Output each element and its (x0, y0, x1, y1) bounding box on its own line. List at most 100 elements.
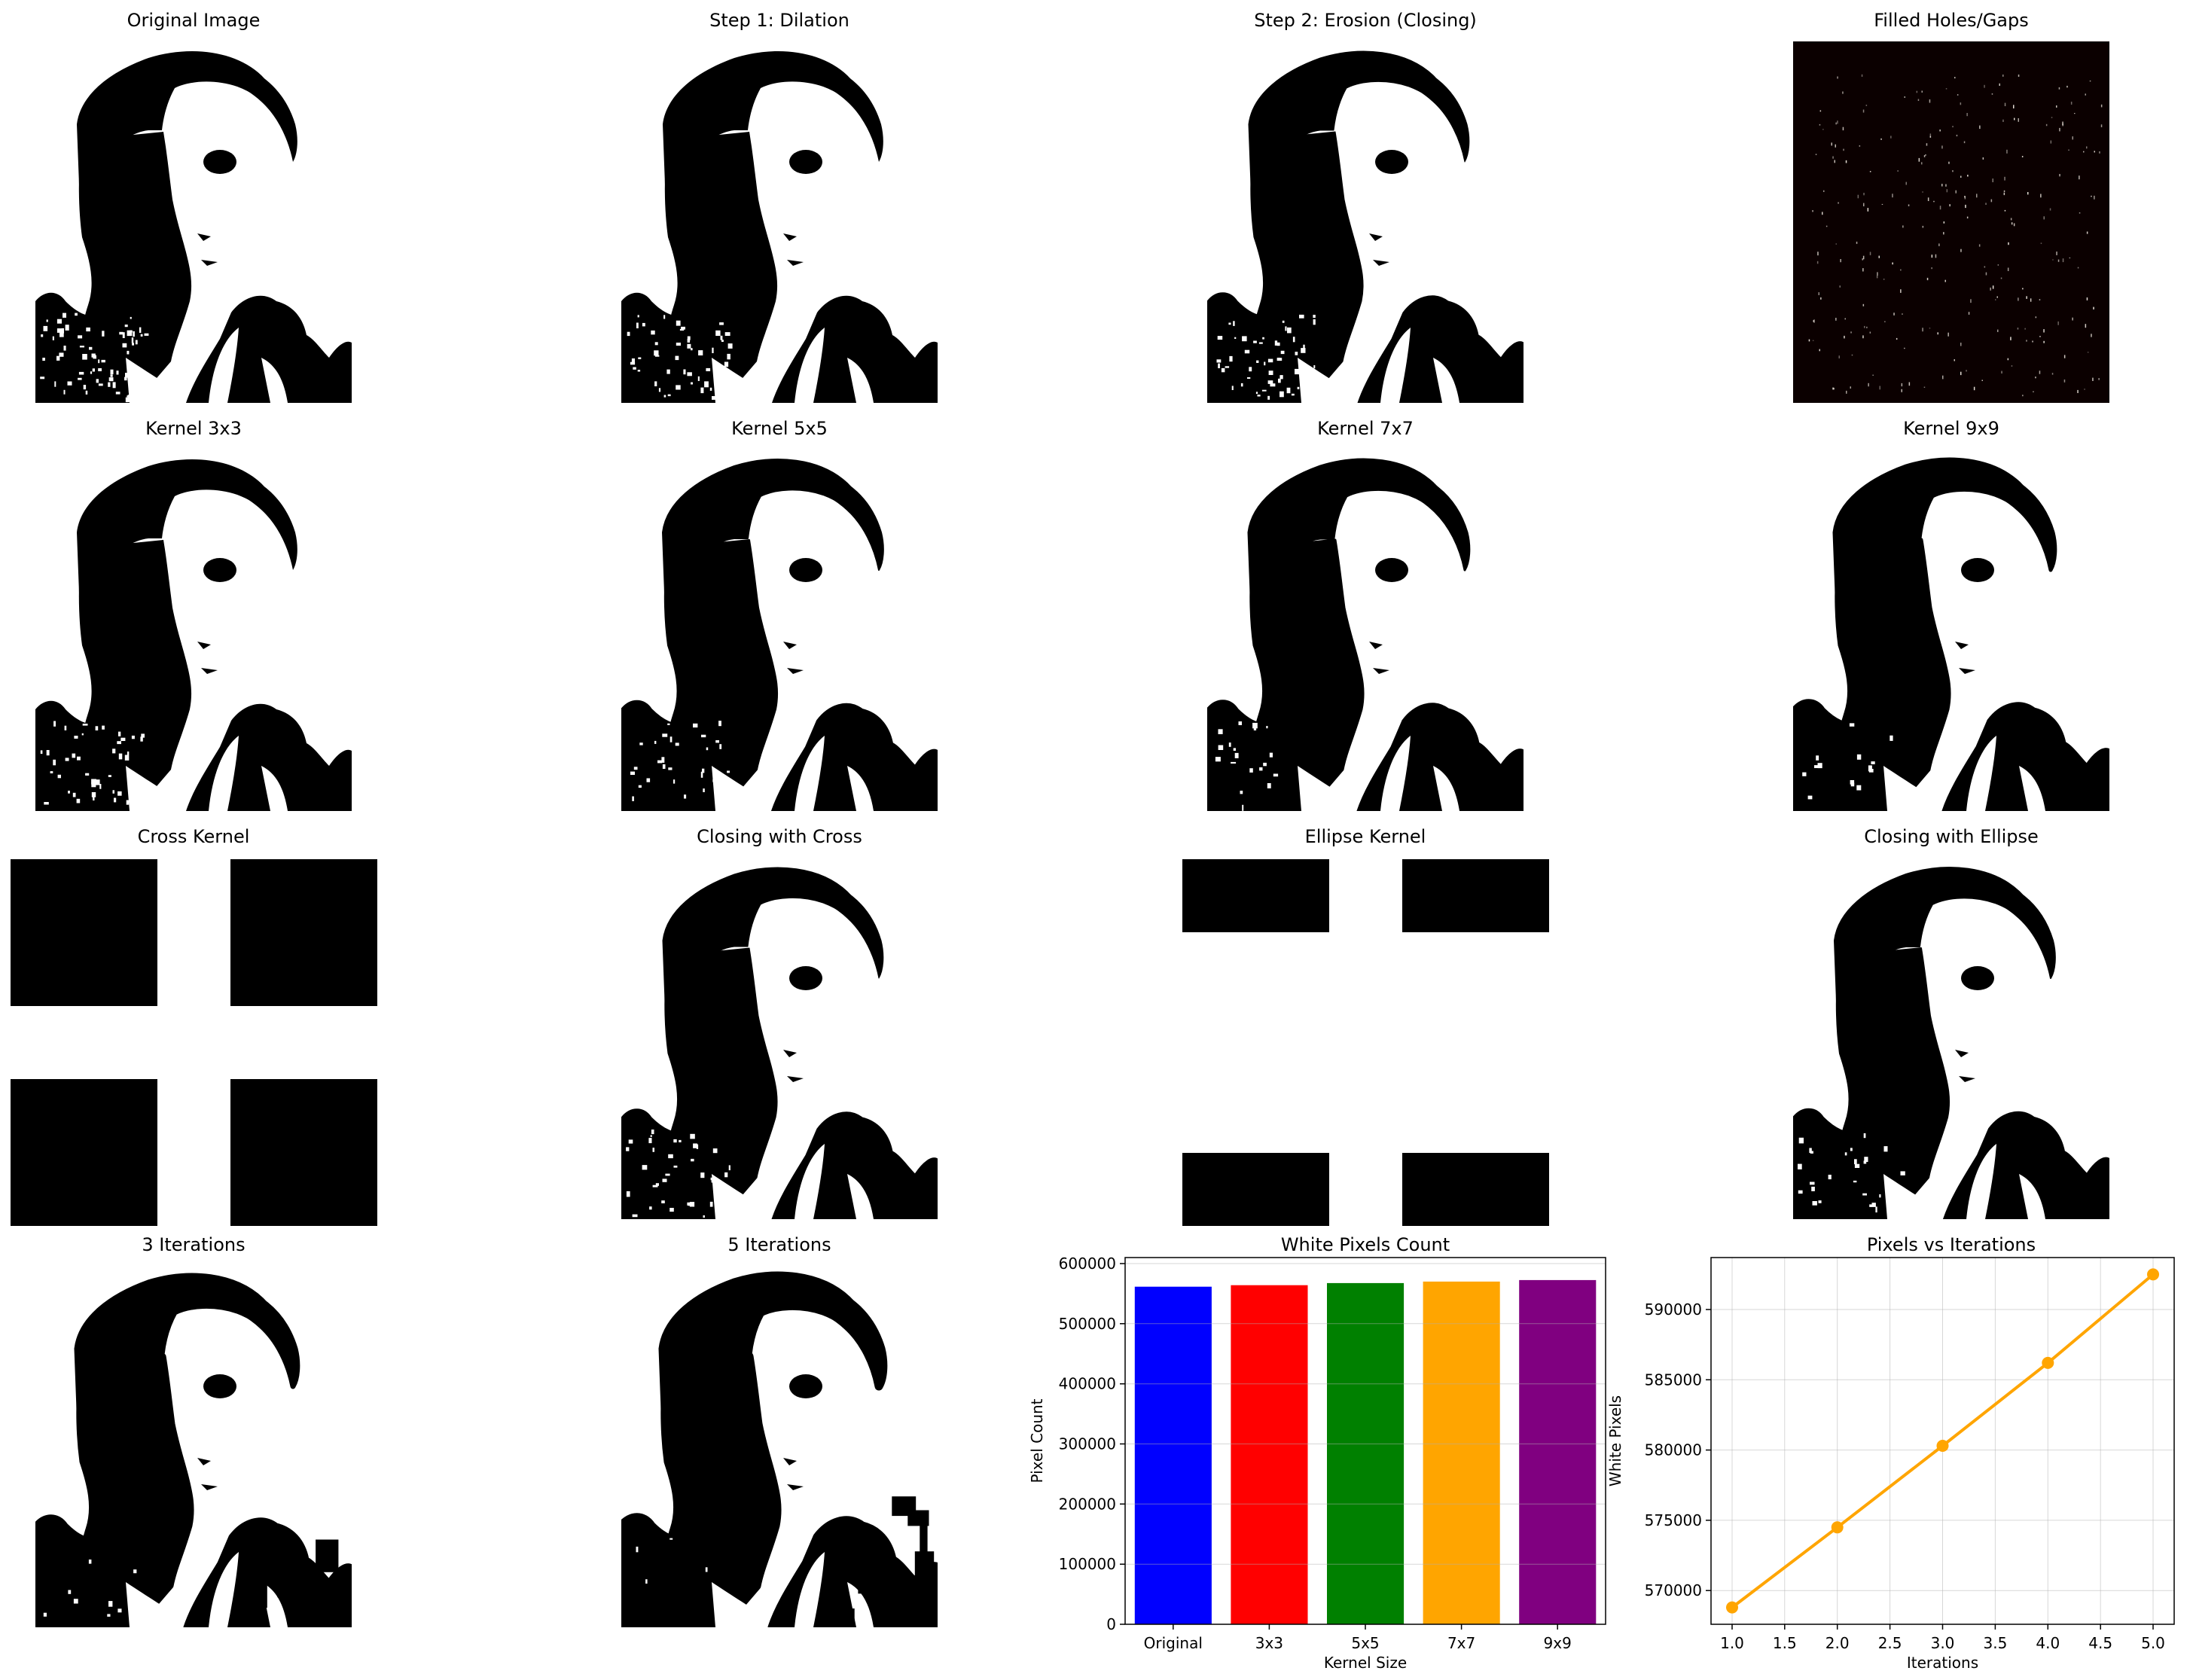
speckle (78, 335, 83, 339)
diff-speck (2043, 216, 2045, 220)
kernel-cell (230, 859, 377, 1006)
speckle (675, 742, 679, 746)
speckle (1234, 752, 1239, 758)
speckle (1875, 1206, 1877, 1213)
diff-speck (1851, 354, 1853, 356)
diff-speck (1991, 93, 1993, 95)
speckle (96, 779, 100, 785)
speckle (1267, 380, 1273, 384)
diff-speck (1997, 264, 1999, 266)
speckle (132, 343, 134, 346)
speckle (140, 736, 143, 742)
hair-tail (1393, 63, 1470, 163)
diff-speck (2094, 151, 2095, 153)
diff-speck (1941, 145, 1943, 149)
kernel-cell (1402, 859, 1549, 932)
speckle (676, 343, 681, 346)
diff-speck (2014, 117, 2015, 120)
speckle (687, 343, 691, 349)
speckle (702, 768, 705, 773)
diff-speck (1945, 184, 1947, 187)
y-tick-label: 575000 (1645, 1511, 1702, 1529)
speckle (700, 387, 704, 394)
left-shoulder (1207, 292, 1321, 403)
speckle (1218, 363, 1220, 368)
speckle (1810, 1181, 1815, 1185)
panel-title: Step 2: Erosion (Closing) (1254, 10, 1477, 31)
diff-speck (1831, 142, 1832, 146)
eye-shape (203, 1374, 236, 1398)
diff-speck (1973, 386, 1975, 391)
y-tick-label: 200000 (1059, 1495, 1116, 1513)
speckle (75, 313, 78, 316)
nose-mark (1955, 642, 1969, 649)
diff-speck (1890, 136, 1892, 139)
diff-speck (2083, 151, 2085, 153)
speckle (52, 336, 54, 340)
panel-title: White Pixels Count (1281, 1234, 1450, 1255)
speckle (96, 379, 99, 383)
diff-speck (2043, 340, 2045, 343)
panel-image (621, 51, 938, 403)
speckle (135, 373, 139, 380)
speckle (91, 782, 96, 788)
diff-speck (2093, 306, 2094, 309)
speckle (56, 319, 62, 324)
speckle (1263, 762, 1267, 767)
speckle (712, 396, 715, 400)
speckle (50, 771, 53, 773)
block-piece (920, 1524, 928, 1554)
speckle (673, 1139, 677, 1143)
data-point (2147, 1268, 2159, 1281)
speckle (718, 721, 721, 727)
eye-shape (789, 1374, 822, 1398)
diff-speck (1817, 252, 1819, 256)
speckle (1255, 392, 1258, 395)
left-shoulder (621, 1108, 735, 1219)
speckle (1802, 772, 1807, 776)
speckle (131, 337, 134, 343)
diff-speck (1929, 136, 1932, 138)
diff-speck (1990, 199, 1993, 203)
speckle (1297, 386, 1300, 389)
diff-speck (1861, 74, 1863, 77)
speckle (706, 747, 709, 751)
speckle (117, 741, 121, 745)
lip-mark (201, 260, 218, 266)
diff-speck (1908, 204, 1910, 206)
diff-speck (1880, 138, 1882, 140)
panel-title: Kernel 5x5 (731, 418, 828, 439)
diff-speck (2085, 324, 2087, 328)
diff-speck (1869, 331, 1871, 334)
diff-speck (2049, 208, 2051, 211)
diff-speck (2004, 102, 2006, 106)
x-tick-label: 1.0 (1720, 1634, 1744, 1652)
speckle (1817, 763, 1822, 769)
data-point (1936, 1440, 1949, 1452)
block-piece (858, 1577, 874, 1594)
speckle (669, 1538, 673, 1540)
diff-speck (1844, 318, 1846, 320)
speckle (1234, 337, 1237, 339)
x-tick-label: 3.0 (1931, 1634, 1955, 1652)
bar-7x7 (1423, 1281, 1500, 1624)
hair-shape (77, 51, 290, 200)
eye-shape (1375, 150, 1408, 174)
speckle (715, 740, 719, 743)
speckle (645, 1579, 648, 1584)
speckle (43, 325, 48, 331)
speckle (1871, 1203, 1876, 1207)
speckle (715, 330, 721, 336)
speckle (64, 725, 67, 730)
speckle (93, 794, 95, 800)
diff-speck (1908, 382, 1911, 386)
diff-speck (1813, 319, 1815, 323)
speckle (1280, 375, 1283, 380)
speckle (1853, 1180, 1857, 1183)
diff-speck (1839, 285, 1841, 288)
speckle (693, 723, 698, 728)
panel-image (35, 1273, 352, 1627)
diff-speck (1904, 96, 1905, 98)
speckle (53, 759, 56, 766)
speckle (1225, 366, 1230, 368)
